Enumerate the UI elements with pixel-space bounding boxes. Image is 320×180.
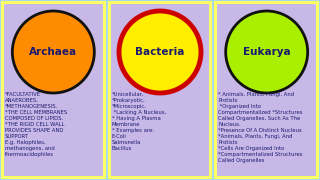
Text: Eukarya: Eukarya <box>243 47 291 57</box>
Bar <box>214 1 319 179</box>
Text: Archaea: Archaea <box>29 47 77 57</box>
Bar <box>108 1 212 179</box>
Circle shape <box>12 11 94 93</box>
Text: *Unicellular,
*Prokaryotic,
*Microscopic,
 *Lacking A Nucleus,
* Having A Plasma: *Unicellular, *Prokaryotic, *Microscopic… <box>112 92 166 151</box>
Text: * Animals, Plants, Fungi, And
Protists
 *Organized Into
Compartmentalized *Struc: * Animals, Plants, Fungi, And Protists *… <box>218 92 303 163</box>
Text: *FACULTATIVE
ANAEROBES,
*METHANOGENESIS.
*THE CELL MEMBRANES
COMPOSED OF LIPIDS.: *FACULTATIVE ANAEROBES, *METHANOGENESIS.… <box>5 92 67 157</box>
Circle shape <box>226 11 308 93</box>
Circle shape <box>119 11 201 93</box>
Bar <box>4 4 103 176</box>
Bar <box>1 1 106 179</box>
Bar <box>217 4 316 176</box>
Bar <box>111 4 209 176</box>
Text: Bacteria: Bacteria <box>135 47 185 57</box>
